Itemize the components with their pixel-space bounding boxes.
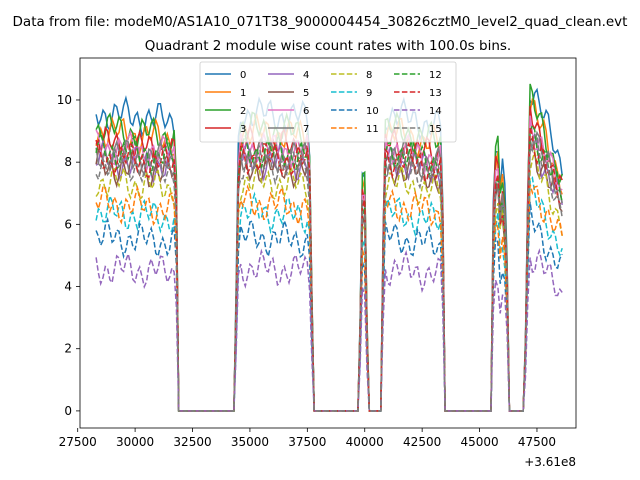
y-tick-label: 6 <box>64 217 72 231</box>
x-tick-label: 40000 <box>346 435 384 449</box>
legend-label-11: 11 <box>366 124 379 135</box>
y-tick-label: 10 <box>57 93 72 107</box>
x-tick-label: 32500 <box>173 435 211 449</box>
legend-label-12: 12 <box>429 70 442 81</box>
plot-frame <box>79 57 577 429</box>
x-tick-label: 47500 <box>518 435 556 449</box>
x-offset-label: +3.61e8 <box>524 455 576 469</box>
legend-label-6: 6 <box>303 106 309 117</box>
legend-label-7: 7 <box>303 124 309 135</box>
x-tick-label: 35000 <box>231 435 269 449</box>
legend-label-0: 0 <box>240 70 246 81</box>
legend-frame <box>199 61 457 143</box>
x-tick-label: 42500 <box>403 435 441 449</box>
legend-label-15: 15 <box>429 124 442 135</box>
x-tick-label: 27500 <box>59 435 97 449</box>
y-tick-label: 0 <box>64 404 72 418</box>
legend-label-5: 5 <box>303 88 309 99</box>
series-line-15 <box>95 133 563 412</box>
x-tick-label: 45000 <box>460 435 498 449</box>
legend-label-4: 4 <box>303 70 309 81</box>
x-tick-label: 30000 <box>116 435 154 449</box>
figure-suptitle: Data from file: modeM0/AS1A10_071T38_900… <box>13 14 628 30</box>
legend-label-3: 3 <box>240 124 246 135</box>
legend-label-13: 13 <box>429 88 442 99</box>
y-tick-label: 2 <box>64 342 72 356</box>
chart-title: Quadrant 2 module wise count rates with … <box>145 38 511 54</box>
legend-label-14: 14 <box>429 106 442 117</box>
legend-label-8: 8 <box>366 70 372 81</box>
y-tick-label: 4 <box>64 280 72 294</box>
legend-label-1: 1 <box>240 88 246 99</box>
x-tick-label: 37500 <box>288 435 326 449</box>
legend-label-10: 10 <box>366 106 379 117</box>
series-layer <box>95 83 563 412</box>
y-tick-label: 8 <box>64 155 72 169</box>
ticks-layer: 27500 30000 32500 35000 37500 40000 42500 45000… <box>57 93 556 449</box>
legend-label-9: 9 <box>366 88 372 99</box>
legend-label-2: 2 <box>240 106 246 117</box>
